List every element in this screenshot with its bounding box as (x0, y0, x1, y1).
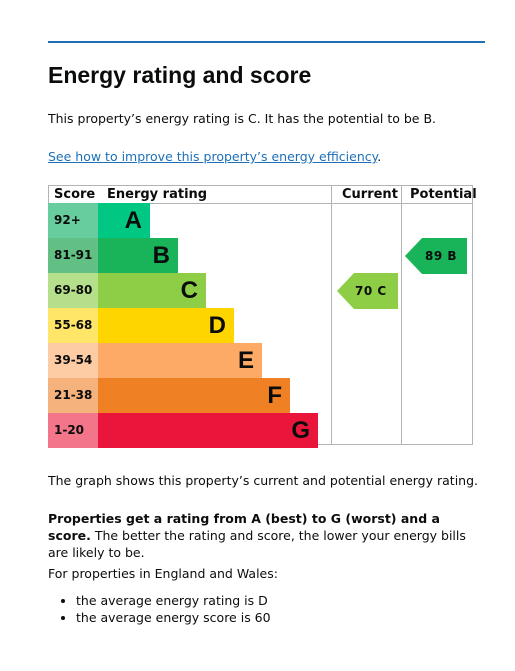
current-rating-label: 70 C (355, 284, 387, 298)
section-divider (48, 41, 485, 43)
band-bar-a: A (98, 203, 150, 238)
current-rating-arrow: 70 C (337, 273, 398, 309)
band-score-d: 55-68 (48, 308, 98, 343)
countries-text: For properties in England and Wales: (48, 566, 278, 581)
band-bar-d: D (98, 308, 234, 343)
potential-rating-label: 89 B (425, 249, 458, 263)
band-bar-e: E (98, 343, 262, 378)
band-score-c: 69-80 (48, 273, 98, 308)
band-score-e: 39-54 (48, 343, 98, 378)
band-letter: E (237, 347, 254, 374)
band-score-a: 92+ (48, 203, 98, 238)
rating-explanation-bold: Properties get a rating from A (best) to… (48, 511, 440, 543)
band-score-b: 81-91 (48, 238, 98, 273)
band-letter: F (267, 382, 282, 409)
band-letter: B (152, 242, 170, 269)
band-letter: C (180, 277, 198, 304)
graph-description: The graph shows this property’s current … (48, 473, 478, 488)
band-letter: A (124, 207, 142, 234)
rating-explanation-rest: The better the rating and score, the low… (48, 528, 466, 560)
potential-rating-arrow: 89 B (405, 238, 467, 274)
potential-column-divider (401, 185, 402, 445)
band-bar-g: G (98, 413, 318, 448)
header-current: Current (342, 187, 398, 202)
list-item: the average energy rating is D (76, 592, 271, 609)
header-divider (48, 203, 473, 204)
current-column-divider (331, 185, 332, 445)
improve-link-paragraph: See how to improve this property’s energ… (48, 148, 381, 165)
band-bar-f: F (98, 378, 290, 413)
band-letter: G (291, 417, 310, 444)
rating-explanation: Properties get a rating from A (best) to… (48, 510, 478, 561)
page-title: Energy rating and score (48, 62, 312, 88)
band-letter: D (208, 312, 226, 339)
improve-energy-link[interactable]: See how to improve this property’s energ… (48, 149, 378, 164)
link-suffix: . (377, 149, 382, 164)
average-list: the average energy rating is D the avera… (48, 592, 271, 626)
header-energy-rating: Energy rating (107, 187, 208, 202)
band-bar-c: C (98, 273, 206, 308)
band-bar-b: B (98, 238, 178, 273)
band-score-g: 1-20 (48, 413, 98, 448)
intro-text: This property’s energy rating is C. It h… (48, 111, 437, 126)
header-potential: Potential (410, 187, 477, 202)
band-score-f: 21-38 (48, 378, 98, 413)
header-score: Score (54, 187, 96, 202)
list-item: the average energy score is 60 (76, 609, 271, 626)
energy-rating-chart: Score Energy rating Current Potential 92… (48, 185, 477, 448)
